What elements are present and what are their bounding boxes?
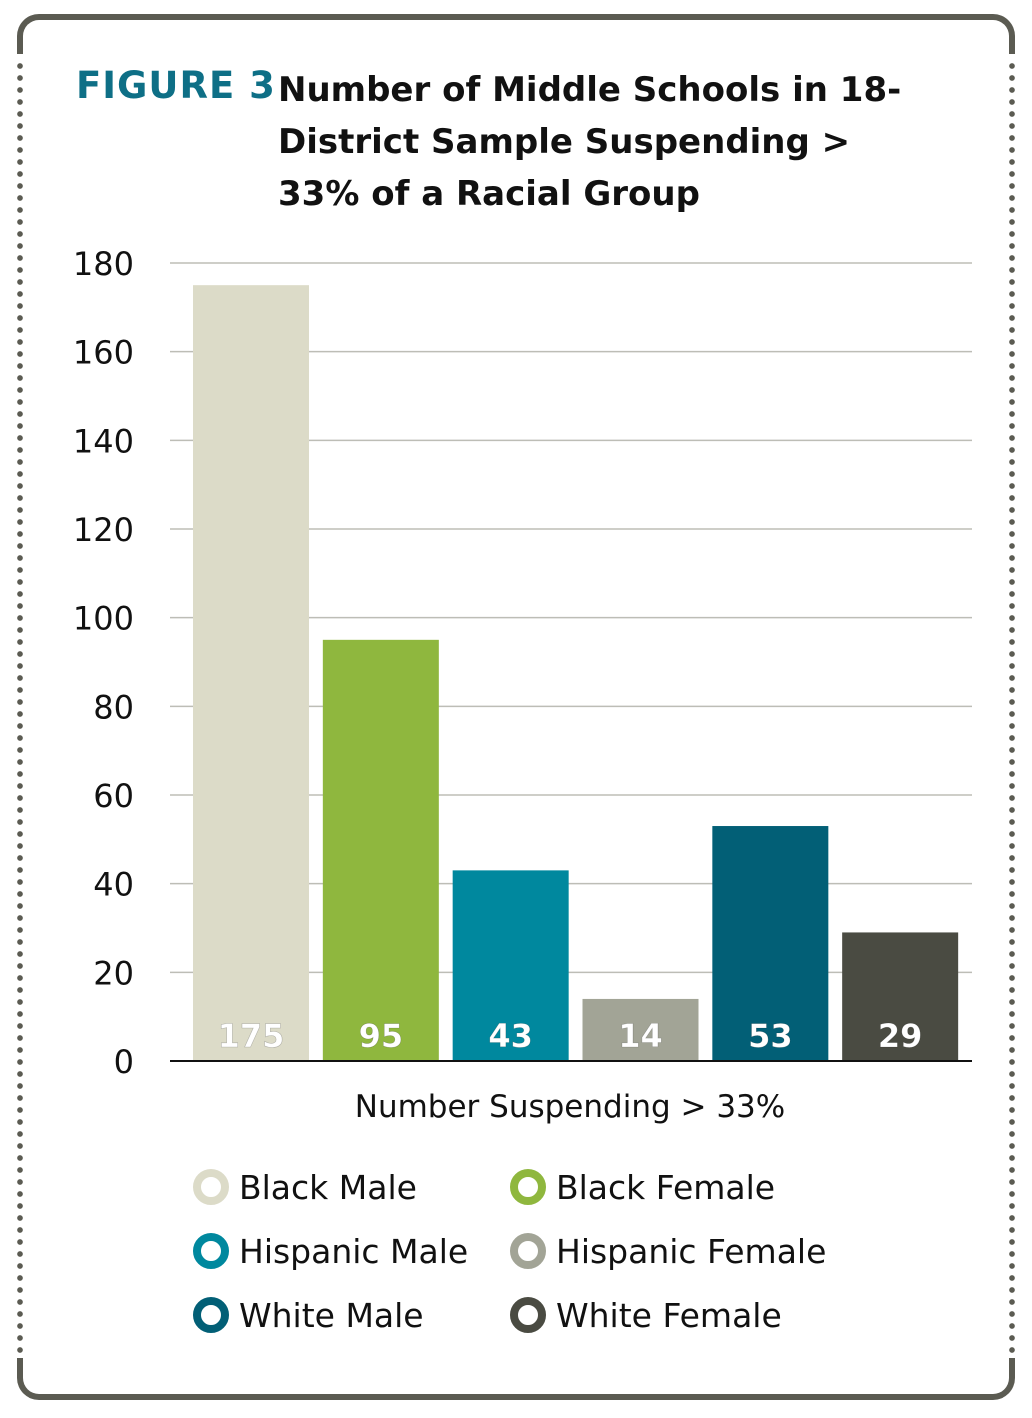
y-tick-label: 120 bbox=[73, 511, 134, 549]
data-label: 29 bbox=[878, 1017, 923, 1055]
legend-label: Black Male bbox=[239, 1167, 417, 1207]
bar-black-male bbox=[193, 285, 309, 1062]
frame-dotted-right bbox=[1009, 60, 1015, 1355]
bar-white-female bbox=[842, 932, 959, 1061]
legend-label: Hispanic Male bbox=[239, 1231, 469, 1271]
y-tick-label: 160 bbox=[73, 334, 134, 372]
legend-marker-icon bbox=[193, 1233, 229, 1269]
bar-white-male bbox=[712, 826, 829, 1061]
bar-hispanic-female bbox=[582, 998, 699, 1061]
figure-label: FIGURE 3 bbox=[76, 64, 276, 107]
frame-border-top bbox=[17, 14, 1015, 54]
legend-marker-icon bbox=[510, 1233, 546, 1269]
legend-marker-icon bbox=[510, 1169, 546, 1205]
y-tick-label: 100 bbox=[73, 600, 134, 638]
y-tick-label: 0 bbox=[114, 1043, 134, 1081]
data-label: 43 bbox=[488, 1017, 533, 1055]
legend-marker-icon bbox=[193, 1169, 229, 1205]
data-label: 53 bbox=[748, 1017, 793, 1055]
legend-label: Hispanic Female bbox=[556, 1231, 827, 1271]
data-label: 95 bbox=[359, 1017, 404, 1055]
legend-item: Black Female bbox=[510, 1165, 840, 1209]
frame-dotted-left bbox=[17, 60, 23, 1355]
legend-item: Black Male bbox=[193, 1165, 510, 1209]
data-label: 14 bbox=[618, 1017, 663, 1055]
legend-label: Black Female bbox=[556, 1167, 776, 1207]
data-label: 175 bbox=[218, 1017, 285, 1055]
y-tick-label: 140 bbox=[73, 422, 134, 460]
legend-item: Hispanic Male bbox=[193, 1229, 510, 1273]
chart-title: Number of Middle Schools in 18-District … bbox=[278, 70, 902, 214]
bar-black-female bbox=[322, 639, 439, 1061]
legend-label: White Female bbox=[556, 1295, 782, 1335]
legend-item: White Male bbox=[193, 1293, 510, 1337]
legend-marker-icon bbox=[193, 1297, 229, 1333]
legend-marker-icon bbox=[510, 1297, 546, 1333]
y-tick-label: 80 bbox=[93, 688, 134, 726]
y-tick-label: 20 bbox=[93, 954, 134, 992]
frame-border-bottom bbox=[17, 1358, 1015, 1400]
legend-item: Hispanic Female bbox=[510, 1229, 840, 1273]
x-axis-label: Number Suspending > 33% bbox=[355, 1089, 785, 1125]
bar-hispanic-male bbox=[452, 870, 569, 1061]
y-tick-label: 60 bbox=[93, 777, 134, 815]
y-tick-label: 40 bbox=[93, 866, 134, 904]
legend: Black Male Black Female Hispanic Male Hispa… bbox=[193, 1165, 893, 1337]
legend-label: White Male bbox=[239, 1295, 424, 1335]
legend-item: White Female bbox=[510, 1293, 840, 1337]
y-tick-label: 180 bbox=[73, 245, 134, 283]
